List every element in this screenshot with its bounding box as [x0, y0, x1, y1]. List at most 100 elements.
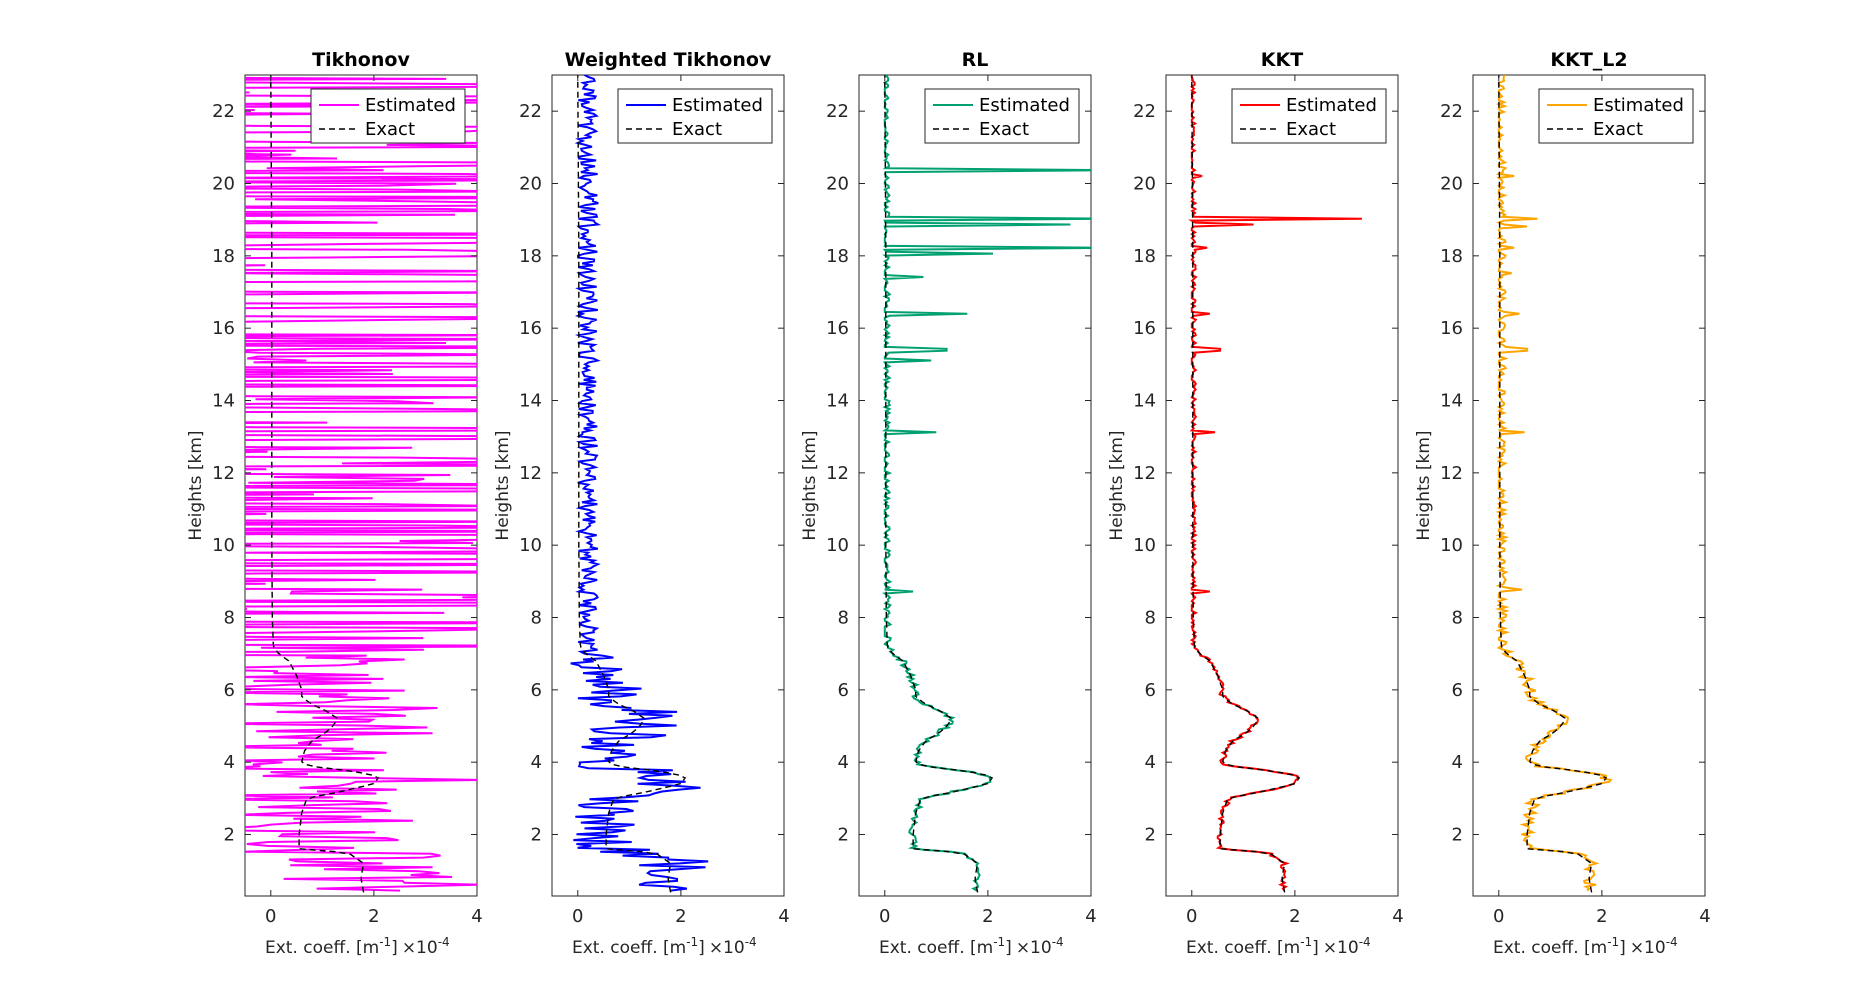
y-tick-label: 18 [1133, 246, 1156, 267]
legend-label-estimated: Estimated [672, 95, 763, 116]
x-tick-label: 2 [1289, 906, 1300, 927]
exact-line [884, 75, 994, 893]
y-tick-label: 18 [519, 246, 542, 267]
y-tick-label: 6 [531, 680, 542, 701]
legend-label-estimated: Estimated [1593, 95, 1684, 116]
y-tick-label: 2 [224, 825, 235, 846]
panel-5: 0 2 4 2 4 6 8 10 12 14 16 18 20 22 KKT_L2 Heights [km] E… [1414, 49, 1711, 958]
x-tick-label: 4 [1699, 906, 1710, 927]
y-tick-label: 8 [224, 608, 235, 629]
x-axis-label-main: Ext. coeff. [m [265, 938, 379, 958]
x-axis-label-main: Ext. coeff. [m [572, 938, 686, 958]
panel-2: 0 2 4 2 4 6 8 10 12 14 16 18 20 22 Weighted Tikhonov He… [493, 49, 790, 958]
y-tick-label: 2 [1452, 825, 1463, 846]
legend: Estimated Exact [1231, 88, 1387, 144]
legend-box [1538, 88, 1694, 144]
x-axis-label-close: ] [698, 938, 705, 958]
y-tick-label: 10 [1133, 535, 1156, 556]
estimated-line [570, 75, 709, 892]
y-tick-label: 4 [1452, 752, 1463, 773]
x-axis-label-close: ] [1005, 938, 1012, 958]
x-axis-label-close: ] [1312, 938, 1319, 958]
y-tick-label: 20 [212, 174, 235, 195]
x-tick-label: 0 [265, 906, 276, 927]
legend-box [310, 88, 466, 144]
y-tick-label: 20 [826, 174, 849, 195]
x-axis-label-main: Ext. coeff. [m [879, 938, 993, 958]
x-axis-label: Ext. coeff. [m-1] ×10-4 [879, 935, 1064, 958]
y-tick-label: 14 [212, 391, 235, 412]
y-tick-label: 12 [826, 463, 849, 484]
x-axis-label-sup: -1 [993, 935, 1005, 949]
y-tick-label: 12 [212, 463, 235, 484]
exact-line [1191, 75, 1301, 893]
y-axis-label: Heights [km] [186, 430, 206, 540]
x-axis-label-sup: -1 [686, 935, 698, 949]
y-tick-label: 8 [531, 608, 542, 629]
estimated-line [245, 76, 477, 892]
x-tick-label: 4 [1085, 906, 1096, 927]
y-tick-label: 8 [1452, 608, 1463, 629]
y-tick-label: 10 [212, 535, 235, 556]
y-tick-label: 22 [826, 101, 849, 122]
y-axis-label: Heights [km] [800, 430, 820, 540]
x-axis-multiplier: ×10 [1323, 938, 1359, 958]
axes-box [1472, 74, 1706, 897]
legend-label-exact: Exact [979, 119, 1029, 140]
x-axis-multiplier-exp: -4 [1666, 935, 1678, 949]
panel-title: RL [962, 49, 989, 71]
y-tick-label: 14 [826, 391, 849, 412]
y-tick-label: 8 [1145, 608, 1156, 629]
x-tick-label: 4 [778, 906, 789, 927]
exact-line [1498, 75, 1608, 893]
y-tick-label: 20 [1440, 174, 1463, 195]
x-axis-label-main: Ext. coeff. [m [1186, 938, 1300, 958]
y-tick-label: 6 [1452, 680, 1463, 701]
panel-title: Tikhonov [312, 49, 410, 71]
x-axis-label: Ext. coeff. [m-1] ×10-4 [265, 935, 450, 958]
y-tick-label: 22 [1133, 101, 1156, 122]
y-tick-label: 18 [212, 246, 235, 267]
legend: Estimated Exact [310, 88, 466, 144]
x-axis-label-sup: -1 [379, 935, 391, 949]
y-tick-label: 6 [838, 680, 849, 701]
x-axis-multiplier: ×10 [402, 938, 438, 958]
y-tick-label: 20 [519, 174, 542, 195]
y-tick-label: 18 [1440, 246, 1463, 267]
x-axis-label-sup: -1 [1300, 935, 1312, 949]
y-tick-label: 8 [838, 608, 849, 629]
y-tick-label: 6 [1145, 680, 1156, 701]
x-tick-label: 4 [471, 906, 482, 927]
y-tick-label: 22 [519, 101, 542, 122]
y-tick-label: 14 [519, 391, 542, 412]
x-axis-label: Ext. coeff. [m-1] ×10-4 [1186, 935, 1371, 958]
legend-label-estimated: Estimated [365, 95, 456, 116]
y-tick-label: 4 [838, 752, 849, 773]
legend: Estimated Exact [924, 88, 1080, 144]
x-axis-label: Ext. coeff. [m-1] ×10-4 [1493, 935, 1678, 958]
x-tick-label: 0 [1186, 906, 1197, 927]
y-tick-label: 18 [826, 246, 849, 267]
legend-label-estimated: Estimated [979, 95, 1070, 116]
x-axis-multiplier: ×10 [1016, 938, 1052, 958]
estimated-line [1494, 75, 1613, 892]
y-tick-label: 4 [1145, 752, 1156, 773]
y-axis-label: Heights [km] [1107, 430, 1127, 540]
y-tick-label: 16 [1133, 318, 1156, 339]
y-tick-label: 14 [1440, 391, 1463, 412]
y-tick-label: 4 [224, 752, 235, 773]
legend-label-estimated: Estimated [1286, 95, 1377, 116]
y-tick-label: 22 [1440, 101, 1463, 122]
y-tick-label: 10 [519, 535, 542, 556]
panel-title: KKT_L2 [1550, 49, 1627, 71]
y-tick-label: 16 [1440, 318, 1463, 339]
panel-title: Weighted Tikhonov [565, 49, 772, 71]
y-tick-label: 14 [1133, 391, 1156, 412]
estimated-line [1188, 75, 1362, 892]
x-tick-label: 0 [1493, 906, 1504, 927]
y-tick-label: 2 [531, 825, 542, 846]
x-axis-multiplier-exp: -4 [1359, 935, 1371, 949]
axes-box [858, 74, 1092, 897]
y-axis-label: Heights [km] [1414, 430, 1434, 540]
